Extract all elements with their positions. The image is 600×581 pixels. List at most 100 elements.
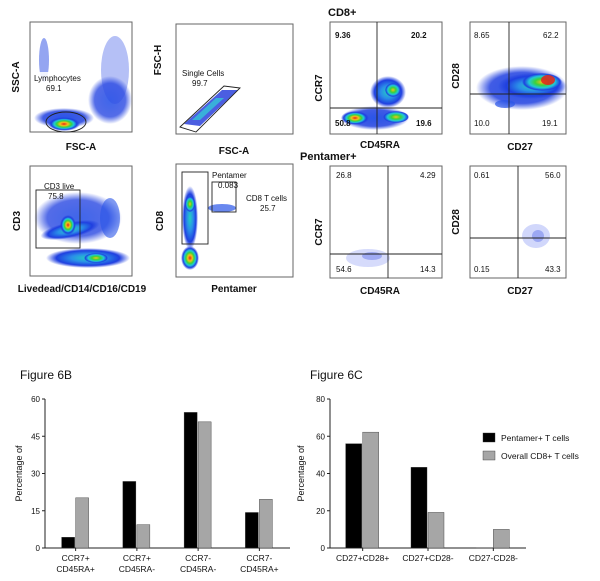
- bar-pentamer-t-cells: [245, 512, 259, 549]
- quadrant-top-left: 8.65: [474, 31, 490, 40]
- bar-overall-cd8-t-cells: [259, 499, 273, 549]
- y-tick-label: 80: [316, 395, 325, 404]
- y-tick-label: 15: [31, 507, 40, 516]
- pentamer-section-label: Pentamer+: [300, 151, 357, 163]
- cd3-live-gate: [35, 189, 81, 249]
- gate-value: 99.7: [192, 79, 208, 88]
- bar-chart-figure-6c: Figure 6C Percentage of 0 20 40 60 80 CD27+CD28…: [296, 368, 579, 563]
- quadrant-top-right: 20.2: [411, 31, 427, 40]
- bar-overall-cd8-t-cells: [136, 524, 151, 549]
- y-axis-label: Percentage of: [14, 445, 24, 502]
- lymphocyte-gate: [45, 111, 87, 133]
- legend-label: Overall CD8+ T cells: [501, 451, 579, 461]
- gate-name: Single Cells: [182, 69, 224, 78]
- pentamer-gate: [211, 181, 237, 213]
- y-axis-label: CD8: [155, 211, 166, 231]
- flow-panel-lymphocytes: Lymphocytes 69.1 FSC-A SSC-A: [11, 21, 133, 153]
- quadrant-bottom-right: 43.3: [545, 265, 561, 274]
- density-cloud: [34, 36, 132, 131]
- legend-swatch: [482, 432, 496, 443]
- flow-panel-pentamer-cd28: 0.61 56.0 0.15 43.3 CD27 CD28: [451, 165, 567, 297]
- y-tick-label: 30: [31, 470, 40, 479]
- category-label: CCR7+: [62, 553, 90, 563]
- y-axis-label: CD28: [451, 63, 462, 89]
- gate-name: Lymphocytes: [34, 74, 81, 83]
- x-axis-label: Livedead/CD14/CD16/CD19: [18, 284, 147, 295]
- bar-pentamer-t-cells: [345, 443, 362, 549]
- y-tick-label: 0: [36, 544, 41, 553]
- quadrant-top-right: 56.0: [545, 171, 561, 180]
- cd8-section-label: CD8+: [328, 7, 356, 19]
- quadrant-top-left: 26.8: [336, 171, 352, 180]
- y-axis-label: Percentage of: [296, 445, 306, 502]
- y-tick-label: 60: [31, 395, 40, 404]
- y-axis-label: CCR7: [314, 218, 325, 246]
- x-axis-label: CD27: [507, 142, 533, 153]
- gate-value: 0.083: [218, 181, 239, 190]
- flow-panel-pentamer-ccr7: 26.8 4.29 54.6 14.3 CD45RA CCR7: [314, 165, 443, 297]
- scatter-dots: [522, 224, 550, 248]
- x-axis-label: FSC-A: [219, 146, 250, 157]
- quadrant-bottom-left: 0.15: [474, 265, 490, 274]
- flow-panel-pentamer: Pentamer 0.083 CD8 T cells 25.7 Pentamer…: [155, 163, 294, 295]
- bar-pentamer-t-cells: [410, 467, 428, 549]
- quadrant-top-left: 0.61: [474, 171, 490, 180]
- chart-title: Figure 6C: [310, 368, 363, 382]
- category-label: CD27+CD28+: [336, 553, 389, 563]
- bar-pentamer-t-cells: [61, 537, 75, 549]
- category-label: CD27-CD28-: [469, 553, 518, 563]
- y-tick-label: 40: [316, 470, 325, 479]
- flow-panel-cd8-ccr7: 9.36 20.2 50.8 19.6 CD45RA CCR7: [314, 21, 443, 151]
- gate-name: Pentamer: [212, 171, 247, 180]
- gate2-value: 25.7: [260, 204, 276, 213]
- chart-title: Figure 6B: [20, 368, 72, 382]
- density-cloud: [341, 76, 409, 130]
- bar-pentamer-t-cells: [183, 412, 198, 549]
- x-axis-label: Pentamer: [211, 284, 257, 295]
- gate-name: CD3 live: [44, 182, 75, 191]
- y-axis-label: SSC-A: [11, 61, 22, 92]
- x-axis-label: CD45RA: [360, 140, 400, 151]
- quadrant-bottom-right: 14.3: [420, 265, 436, 274]
- quadrant-bottom-right: 19.6: [416, 119, 432, 128]
- bar-overall-cd8-t-cells: [75, 497, 89, 549]
- gate-value: 75.8: [48, 192, 64, 201]
- quadrant-bottom-left: 50.8: [335, 119, 351, 128]
- category-label: CD45RA-: [180, 564, 217, 574]
- bar-overall-cd8-t-cells: [427, 512, 445, 549]
- category-label: CCR7-: [246, 553, 272, 563]
- plot-frame: [329, 165, 443, 279]
- category-label: CD45RA+: [240, 564, 279, 574]
- legend-label: Pentamer+ T cells: [501, 433, 569, 443]
- y-axis-label: CD28: [451, 209, 462, 235]
- gate-value: 69.1: [46, 84, 62, 93]
- category-label: CCR7+: [123, 553, 151, 563]
- flow-panel-cd8-cd28: 8.65 62.2 10.0 19.1 CD27 CD28: [451, 21, 568, 153]
- y-tick-label: 0: [321, 544, 326, 553]
- y-axis-label: CCR7: [314, 74, 325, 102]
- flow-panel-cd3-live: CD3 live 75.8 Livedead/CD14/CD16/CD19 CD…: [12, 165, 147, 295]
- bar-overall-cd8-t-cells: [197, 421, 212, 549]
- legend-swatch: [482, 450, 496, 461]
- quadrant-top-right: 4.29: [420, 171, 436, 180]
- flow-panel-single-cells: Single Cells 99.7 FSC-A FSC-H: [153, 23, 294, 157]
- x-axis-label: CD27: [507, 286, 533, 297]
- x-axis-label: FSC-A: [66, 142, 97, 153]
- quadrant-top-left: 9.36: [335, 31, 351, 40]
- y-axis-label: CD3: [12, 211, 23, 231]
- y-tick-label: 45: [31, 432, 40, 441]
- y-tick-label: 20: [316, 507, 325, 516]
- bar-overall-cd8-t-cells: [493, 529, 510, 549]
- gate2-name: CD8 T cells: [246, 194, 287, 203]
- scatter-dots: [346, 249, 390, 267]
- y-axis-label: FSC-H: [153, 45, 164, 76]
- bar-pentamer-t-cells: [122, 481, 137, 549]
- bar-overall-cd8-t-cells: [362, 431, 379, 549]
- y-tick-label: 60: [316, 432, 325, 441]
- x-axis-label: CD45RA: [360, 286, 400, 297]
- category-label: CD45RA+: [56, 564, 95, 574]
- quadrant-bottom-right: 19.1: [542, 119, 558, 128]
- density-cloud: [476, 66, 568, 110]
- category-label: CD45RA-: [119, 564, 156, 574]
